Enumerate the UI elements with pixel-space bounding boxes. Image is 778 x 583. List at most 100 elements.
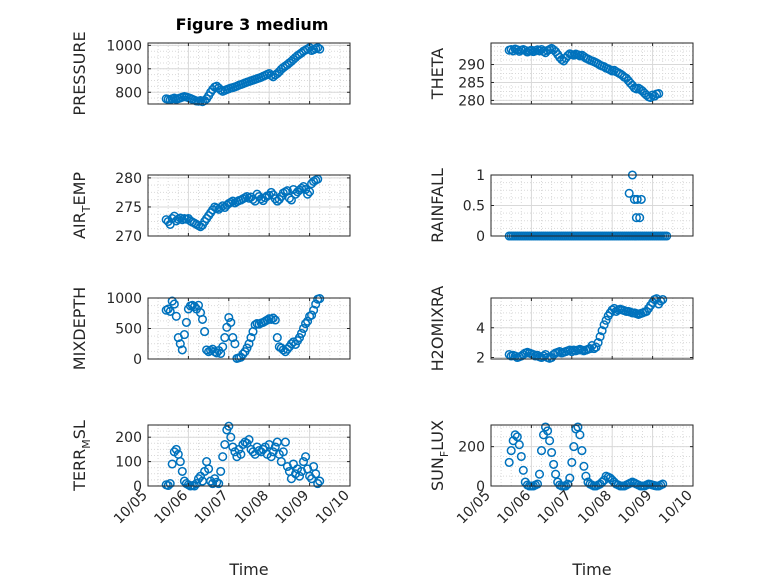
data-point <box>599 320 609 330</box>
y-axis-label: H2OMIXRA <box>428 286 447 372</box>
data-point <box>242 343 252 353</box>
chart-panel-6: 2 4 H2OMIXRA <box>428 286 694 372</box>
data-point <box>632 194 642 204</box>
data-point <box>218 452 228 462</box>
data-point <box>266 187 276 197</box>
y-tick-label: 1000 <box>106 38 142 54</box>
data-point <box>298 323 309 334</box>
axes-frame <box>490 424 694 487</box>
data-point <box>516 451 526 462</box>
data-point <box>593 338 603 348</box>
data-point <box>575 430 585 440</box>
axes-frame <box>490 297 694 360</box>
data-point <box>595 332 605 342</box>
data-point <box>246 333 256 343</box>
data-point <box>569 442 579 452</box>
x-axis-label: Time <box>228 560 268 579</box>
data-point <box>303 189 313 199</box>
data-point <box>266 70 276 80</box>
data-point <box>512 432 522 442</box>
data-point <box>230 339 240 349</box>
axes-frame <box>147 174 351 237</box>
y-axis-label: PRESSURE <box>70 31 89 115</box>
data-point <box>280 437 290 447</box>
y-tick-label: 900 <box>115 62 142 78</box>
data-point <box>311 469 321 479</box>
data-point <box>301 452 311 462</box>
data-point <box>272 333 282 343</box>
chart-panel-3: 270 275 280 AIRTEMP <box>70 171 351 245</box>
data-point <box>579 461 589 471</box>
data-point <box>181 317 191 327</box>
data-point <box>506 44 516 55</box>
data-point <box>538 46 549 56</box>
data-point <box>296 328 307 338</box>
chart-panel-4: 0 0.5 1 RAINFALL <box>428 168 694 245</box>
data-point <box>532 479 543 489</box>
y-tick-label: 100 <box>115 455 142 471</box>
y-tick-label: 1000 <box>106 291 142 307</box>
data-point <box>175 457 185 467</box>
data-point <box>315 44 325 54</box>
data-point <box>270 442 280 452</box>
y-tick-label: 1 <box>476 168 485 184</box>
data-point <box>656 296 666 306</box>
data-point <box>589 344 599 354</box>
data-point <box>220 439 230 450</box>
data-point <box>506 446 516 456</box>
data-point <box>244 339 254 349</box>
data-point <box>224 421 234 431</box>
data-point <box>624 188 634 198</box>
data-point <box>204 464 214 474</box>
data-point <box>165 306 175 316</box>
data-point <box>236 449 246 459</box>
data-point <box>565 473 575 483</box>
data-point <box>294 333 305 343</box>
data-point <box>313 479 323 489</box>
data-point <box>270 194 280 204</box>
y-tick-label: 500 <box>115 322 142 338</box>
data-point <box>202 345 212 355</box>
data-point <box>551 469 561 479</box>
y-axis-label: RAINFALL <box>428 168 447 243</box>
data-point <box>534 469 545 479</box>
data-point <box>510 430 520 440</box>
y-tick-label: 4 <box>476 321 485 337</box>
data-point <box>504 457 514 467</box>
data-point <box>315 294 325 304</box>
data-point <box>177 345 187 355</box>
data-point <box>543 426 553 436</box>
y-tick-label: 800 <box>115 85 142 101</box>
data-point <box>577 446 587 456</box>
data-point <box>244 435 254 445</box>
y-tick-label: 0 <box>133 479 142 495</box>
data-point <box>175 339 185 349</box>
y-tick-label: 0.5 <box>463 199 485 215</box>
data-point <box>208 479 218 489</box>
y-tick-label: 200 <box>458 440 485 456</box>
data-point <box>286 195 296 205</box>
data-point <box>567 457 577 467</box>
axes-frame <box>490 42 694 105</box>
data-point <box>309 305 319 315</box>
y-axis-label: AIRTEMP <box>70 172 93 239</box>
data-point <box>510 351 520 361</box>
data-point <box>226 317 236 327</box>
axes-frame <box>147 42 351 105</box>
y-axis-label: SUNFLUX <box>428 420 451 491</box>
y-tick-label: 0 <box>476 479 485 495</box>
data-point <box>298 457 309 467</box>
data-point <box>165 479 175 489</box>
y-axis-label: THETA <box>428 48 447 100</box>
data-point <box>163 304 173 314</box>
data-point <box>226 432 236 442</box>
figure-title: Figure 3 medium <box>176 15 329 34</box>
data-point <box>179 330 189 340</box>
y-tick-label: 2 <box>476 351 485 367</box>
data-point <box>171 444 181 454</box>
data-point <box>549 459 559 469</box>
y-axis-label: MIXDEPTH <box>70 287 89 370</box>
data-point <box>212 348 222 358</box>
